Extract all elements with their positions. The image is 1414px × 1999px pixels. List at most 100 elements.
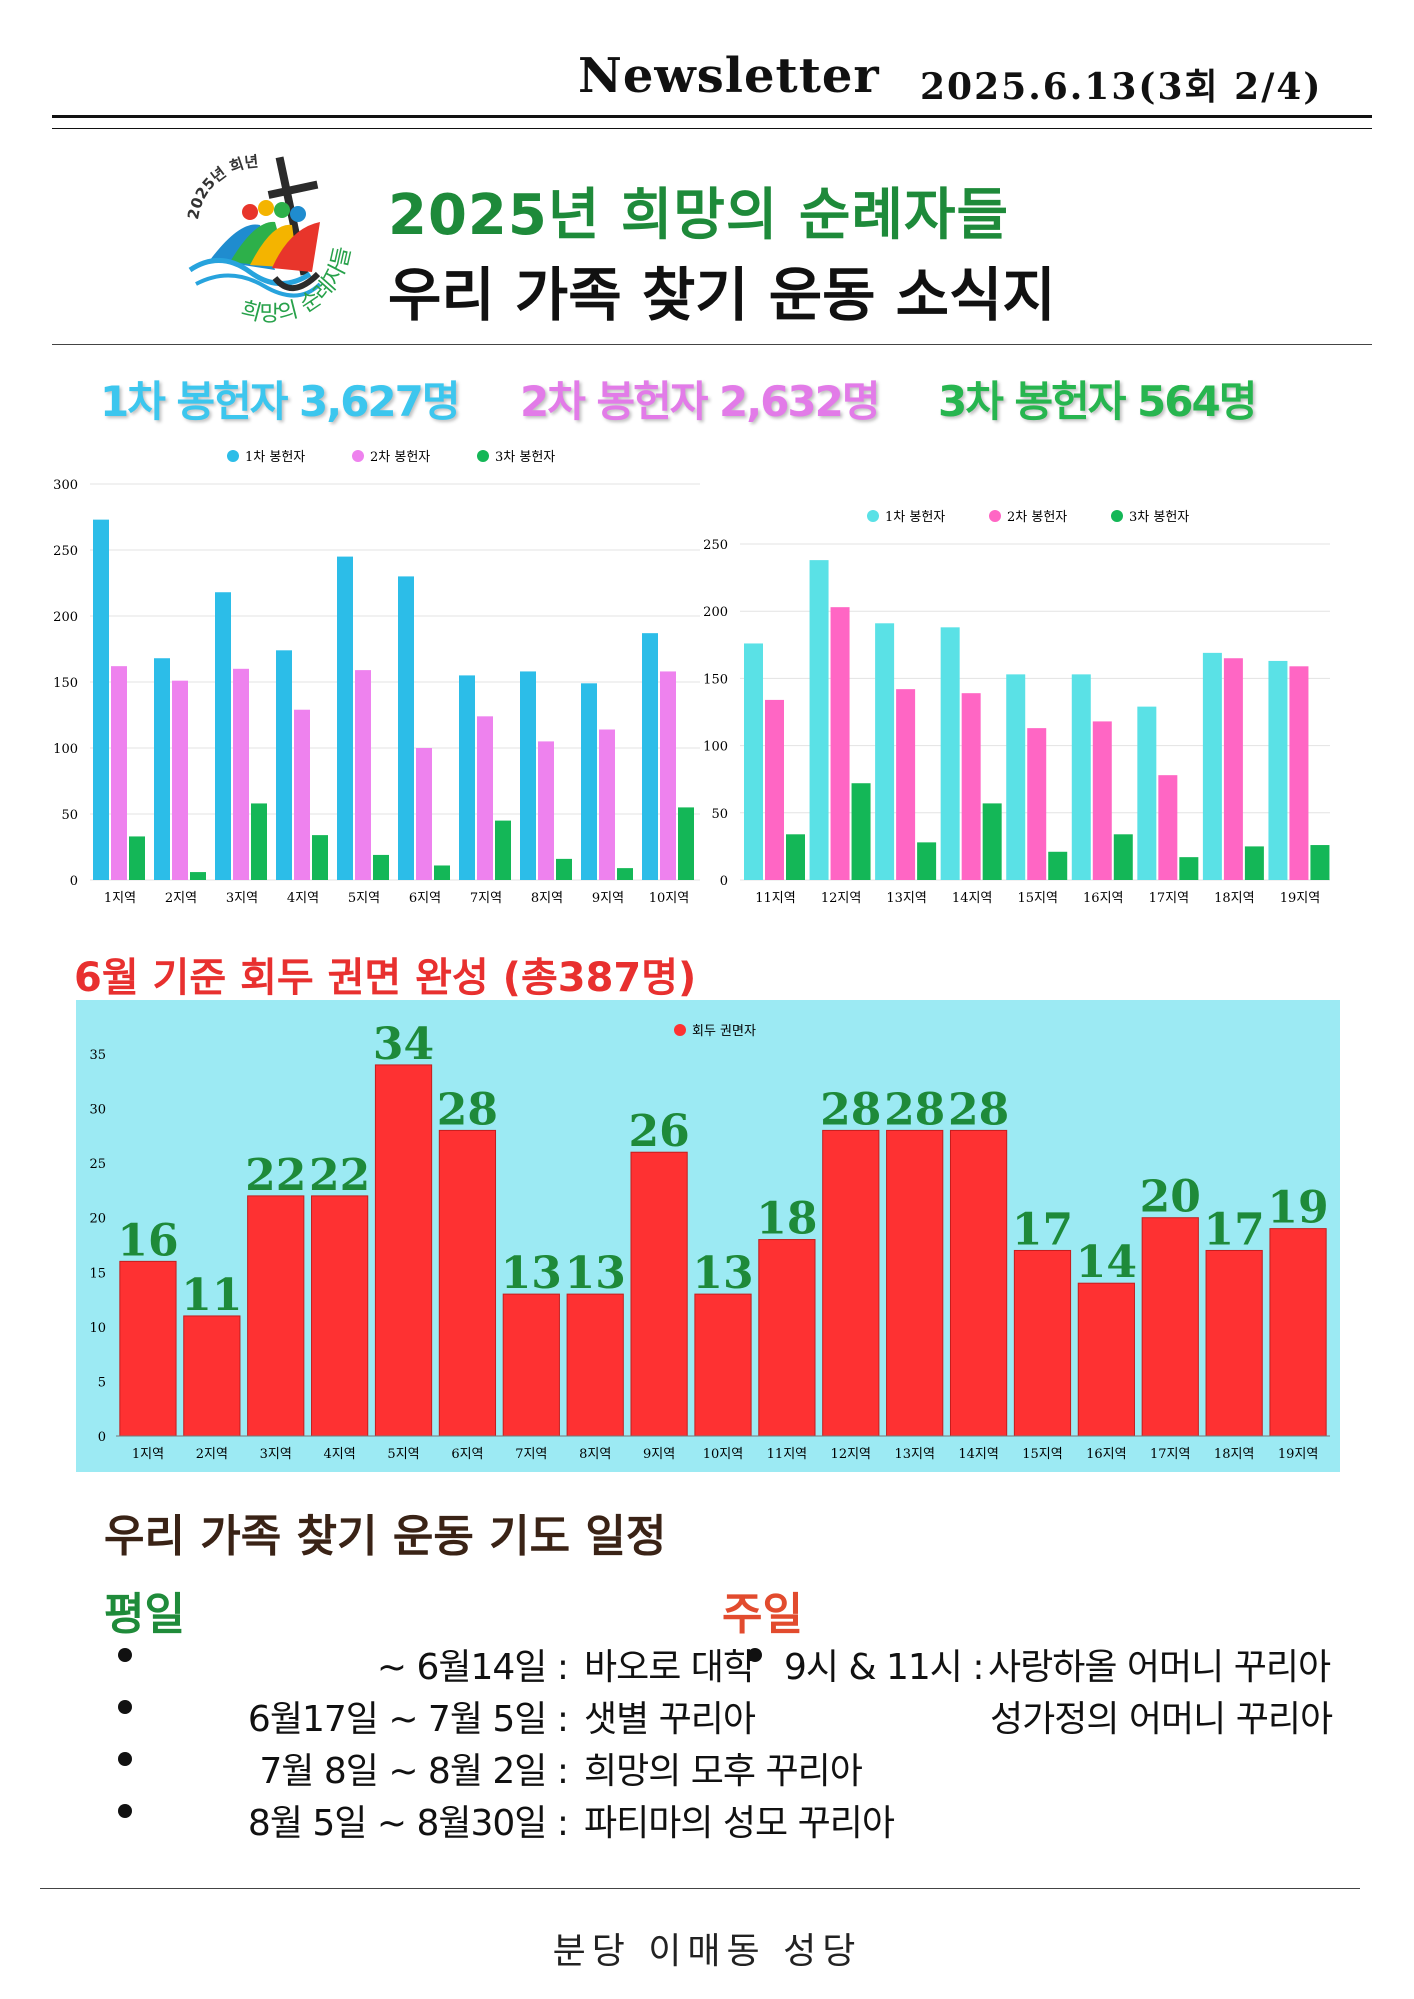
y-tick-label: 150 — [703, 672, 728, 687]
legend-marker — [352, 450, 364, 462]
y-tick-label: 25 — [89, 1157, 106, 1172]
schedule-dates: 7월 8일 ~ 8월 2일 : — [259, 1751, 569, 1792]
data-label: 28 — [948, 1084, 1009, 1135]
x-tick-label: 10지역 — [649, 891, 689, 906]
page-title: 2025년 희망의 순례자들 — [388, 183, 1010, 248]
prayer-schedule-title: 우리 가족 찾기 운동 기도 일정 — [104, 1511, 667, 1562]
bar-4지역 — [311, 1195, 369, 1437]
total-round2: 2차 봉헌자 2,632명 — [520, 377, 881, 426]
legend-marker — [867, 510, 879, 522]
x-tick-label: 16지역 — [1086, 1447, 1126, 1462]
y-tick-label: 20 — [89, 1212, 106, 1227]
y-tick-label: 200 — [53, 610, 78, 625]
header-rule-thin — [52, 128, 1372, 129]
bar-8지역 — [566, 1293, 624, 1437]
bar-8지역-s1 — [520, 671, 536, 880]
bar-6지역 — [438, 1129, 497, 1437]
bar-15지역-s3 — [1048, 851, 1068, 880]
data-label: 13 — [501, 1248, 562, 1299]
bar-13지역-s1 — [875, 623, 895, 880]
bar-11지역-s2 — [765, 699, 784, 880]
x-tick-label: 8지역 — [579, 1447, 611, 1462]
bar-1지역-s3 — [129, 836, 145, 880]
bar-2지역-s2 — [172, 680, 188, 880]
bar-3지역-s3 — [251, 803, 267, 880]
schedule-group: 샛별 꾸리아 — [584, 1699, 756, 1740]
x-tick-label: 3지역 — [226, 891, 258, 906]
data-label: 28 — [437, 1084, 498, 1135]
bar-14지역-s2 — [961, 693, 981, 880]
bar-3지역-s2 — [233, 668, 249, 880]
bar-7지역-s3 — [495, 820, 511, 880]
legend-marker — [1111, 510, 1123, 522]
x-tick-label: 5지역 — [348, 891, 380, 906]
bar-10지역-s1 — [642, 633, 658, 880]
y-tick-label: 15 — [89, 1266, 106, 1281]
bar-1지역-s2 — [111, 666, 127, 880]
x-tick-label: 13지역 — [894, 1447, 934, 1462]
schedule-dates: 8월 5일 ~ 8월30일 : — [247, 1803, 569, 1844]
bar-14지역-s1 — [940, 627, 960, 880]
y-tick-label: 150 — [53, 676, 78, 691]
x-tick-label: 1지역 — [104, 891, 136, 906]
x-tick-label: 4지역 — [287, 891, 319, 906]
legend-label: 2차 봉헌자 — [370, 450, 430, 465]
x-tick-label: 3지역 — [260, 1447, 292, 1462]
bar-16지역-s1 — [1071, 674, 1091, 880]
data-label: 13 — [692, 1248, 753, 1299]
bar-2지역 — [183, 1315, 241, 1437]
bar-7지역-s1 — [459, 675, 475, 880]
y-tick-label: 30 — [89, 1103, 106, 1118]
y-tick-label: 0 — [720, 874, 728, 889]
x-tick-label: 13지역 — [886, 891, 926, 906]
x-tick-label: 14지역 — [958, 1447, 998, 1462]
data-label: 28 — [884, 1084, 945, 1135]
bar-13지역 — [886, 1129, 944, 1437]
x-tick-label: 11지역 — [755, 891, 795, 906]
y-tick-label: 35 — [89, 1048, 106, 1063]
bar-10지역-s2 — [660, 671, 676, 880]
bar-16지역-s2 — [1092, 721, 1112, 880]
bar-11지역-s1 — [744, 643, 763, 880]
x-tick-label: 11지역 — [767, 1447, 807, 1462]
y-tick-label: 250 — [703, 538, 728, 553]
data-label: 17 — [1012, 1204, 1073, 1255]
y-tick-label: 0 — [70, 874, 78, 889]
schedule-group: 바오로 대학 — [584, 1647, 756, 1688]
data-label: 11 — [181, 1270, 242, 1321]
bar-4지역-s2 — [294, 709, 310, 880]
x-tick-label: 17지역 — [1149, 891, 1189, 906]
page-subtitle: 우리 가족 찾기 운동 소식지 — [388, 261, 1056, 329]
bullet-icon — [748, 1648, 762, 1662]
y-tick-label: 100 — [703, 740, 728, 755]
bar-6지역-s1 — [398, 576, 414, 880]
x-tick-label: 18지역 — [1214, 1447, 1254, 1462]
schedule-dates: 6월17일 ~ 7월 5일 : — [247, 1699, 569, 1740]
bar-2지역-s3 — [190, 872, 206, 880]
bar-19지역-s3 — [1310, 845, 1330, 880]
bar-2지역-s1 — [154, 658, 170, 880]
x-tick-label: 6지역 — [451, 1447, 483, 1462]
bar-12지역-s2 — [830, 607, 850, 880]
x-tick-label: 15지역 — [1022, 1447, 1062, 1462]
bar-18지역-s1 — [1202, 652, 1222, 880]
schedule-dates: ~ 6월14일 : — [376, 1647, 569, 1688]
bar-18지역 — [1205, 1249, 1263, 1437]
total-round1: 1차 봉헌자 3,627명 — [100, 377, 461, 426]
bar-18지역-s3 — [1244, 846, 1264, 880]
bar-15지역-s1 — [1006, 674, 1026, 880]
bar-10지역 — [694, 1293, 752, 1437]
bar-4지역-s3 — [312, 835, 328, 880]
bar-6지역-s3 — [434, 865, 450, 880]
x-tick-label: 16지역 — [1083, 891, 1123, 906]
bar-14지역-s3 — [982, 803, 1002, 880]
x-tick-label: 7지역 — [515, 1447, 547, 1462]
data-label: 17 — [1204, 1204, 1265, 1255]
bar-3지역 — [247, 1195, 305, 1437]
bar-12지역-s3 — [851, 783, 871, 880]
data-label: 34 — [373, 1019, 434, 1070]
y-tick-label: 100 — [53, 742, 78, 757]
y-tick-label: 50 — [711, 807, 728, 822]
bar-7지역-s2 — [477, 716, 493, 880]
data-label: 18 — [756, 1194, 817, 1245]
